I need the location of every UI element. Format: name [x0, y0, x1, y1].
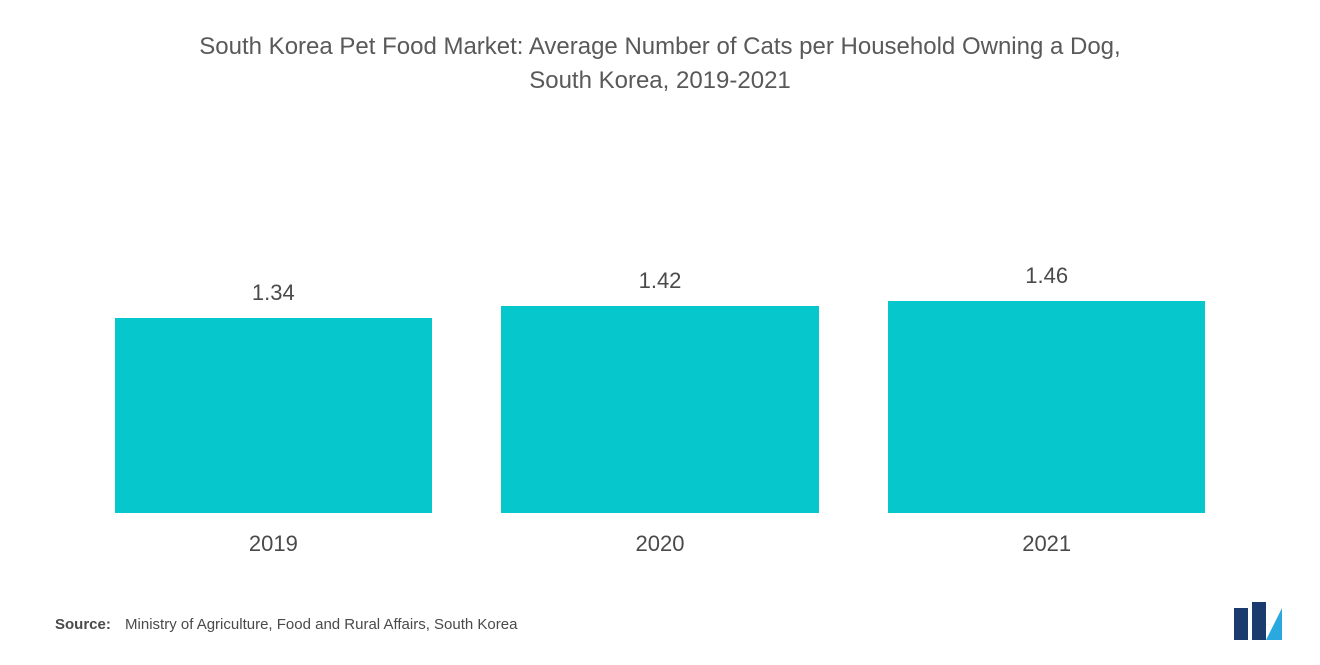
chart-title-line1: South Korea Pet Food Market: Average Num… [199, 33, 1120, 60]
bar-group-0: 1.34 2019 [80, 233, 467, 557]
source-text: Ministry of Agriculture, Food and Rural … [125, 616, 517, 633]
bar-value-0: 1.34 [252, 280, 295, 306]
brand-logo-icon [1232, 602, 1282, 640]
bar-2 [888, 301, 1205, 514]
logo-bar2 [1252, 602, 1266, 640]
bar-0 [115, 318, 432, 513]
bar-wrapper: 1.42 [467, 233, 854, 513]
source-label: Source: [55, 616, 111, 633]
bar-label-2: 2021 [1022, 531, 1071, 557]
source-line: Source: Ministry of Agriculture, Food an… [55, 616, 517, 633]
chart-container: South Korea Pet Food Market: Average Num… [0, 0, 1320, 665]
logo-accent [1266, 608, 1282, 640]
bar-wrapper: 1.34 [80, 233, 467, 513]
bar-label-1: 2020 [636, 531, 685, 557]
chart-title-line2: South Korea, 2019-2021 [529, 67, 791, 94]
bar-group-1: 1.42 2020 [467, 233, 854, 557]
logo-bar1 [1234, 608, 1248, 640]
chart-title: South Korea Pet Food Market: Average Num… [50, 30, 1270, 97]
bar-label-0: 2019 [249, 531, 298, 557]
bar-group-2: 1.46 2021 [853, 233, 1240, 557]
bar-value-1: 1.42 [639, 268, 682, 294]
bar-value-2: 1.46 [1025, 263, 1068, 289]
bar-1 [501, 306, 818, 513]
bar-wrapper: 1.46 [853, 233, 1240, 513]
plot-area: 1.34 2019 1.42 2020 1.46 2021 [80, 157, 1240, 557]
